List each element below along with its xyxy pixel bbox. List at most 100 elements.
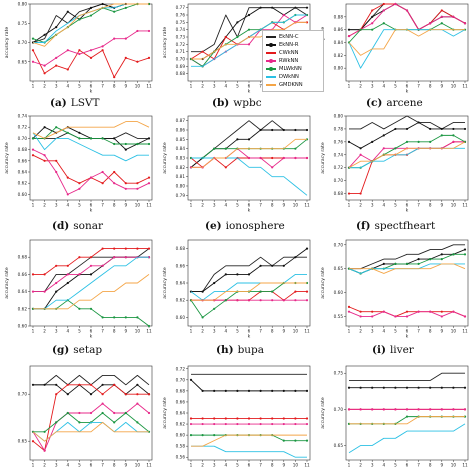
series-point-mlwknn: [124, 316, 127, 319]
series-point-mlwknn: [359, 28, 362, 31]
x-tick-label: 4: [66, 329, 69, 334]
series-point-rwknn: [259, 299, 262, 302]
series-line-gmdknn: [32, 421, 149, 442]
series-point-cwknn: [440, 9, 443, 12]
series-point-eknn-r: [224, 273, 227, 276]
series-point-rwknn: [429, 22, 432, 25]
y-tick-label: 0.62: [18, 306, 28, 311]
series-point-rwknn: [224, 422, 227, 426]
series-point-mlwknn: [147, 324, 151, 328]
x-tick-label: 6: [248, 203, 251, 208]
series-point-cwknn: [294, 417, 297, 420]
series-point-eknn-r: [31, 383, 35, 386]
x-tick-label: 10: [451, 84, 457, 89]
series-point-cwknn: [371, 310, 374, 313]
series-point-eknn-r: [294, 256, 297, 259]
series-point-eknn-r: [359, 386, 362, 389]
series-point-mlwknn: [429, 140, 432, 143]
y-axis-label: accuracy rate: [320, 397, 326, 429]
series-point-rwknn: [89, 176, 93, 179]
series-point-cwknn: [224, 417, 227, 420]
x-tick-label: 7: [101, 84, 104, 89]
series-point-rwknn: [371, 315, 374, 318]
series-line-gmdknn: [348, 141, 466, 169]
x-axis-label: k: [248, 334, 251, 340]
series-point-rwknn: [271, 422, 274, 426]
series-line-gmdknn: [33, 274, 150, 310]
series-point-mlwknn: [55, 126, 58, 129]
caption-name: setap: [73, 344, 103, 356]
series-point-eknn-r: [43, 33, 46, 36]
series-point-rwknn: [113, 411, 116, 415]
series-point-rwknn: [452, 15, 455, 18]
x-tick-label: 5: [236, 203, 239, 208]
x-tick-label: 7: [259, 84, 262, 89]
x-tick-label: 9: [440, 84, 443, 89]
x-tick-label: 11: [462, 203, 468, 208]
series-point-rwknn: [463, 408, 467, 411]
x-tick-label: 10: [135, 329, 141, 334]
series-point-eknn-r: [371, 15, 374, 18]
series-point-eknn-r: [440, 386, 443, 389]
x-tick-label: 5: [78, 203, 81, 208]
panel-spectfheart: 0.68 0.70 0.72 0.74 0.76 0.78 0.80 1 2 3 4 5 6 7 8 9 10 1…: [316, 112, 474, 214]
x-tick-label: 2: [43, 329, 46, 334]
series-point-rwknn: [382, 408, 385, 411]
series-point-cwknn: [247, 417, 251, 420]
series-point-mlwknn: [440, 258, 443, 261]
series-point-rwknn: [89, 264, 93, 267]
x-tick-label: 1: [32, 463, 35, 468]
x-tick-label: 6: [406, 463, 409, 468]
series-point-rwknn: [43, 290, 46, 293]
series-point-rwknn: [113, 256, 116, 259]
series-point-rwknn: [294, 422, 297, 426]
series-point-cwknn: [55, 64, 58, 67]
x-tick-label: 2: [43, 463, 46, 468]
series-point-eknn-r: [417, 121, 420, 124]
chart-lsvt: 0.65 0.70 0.75 0.80 1 2 3 4 5 6 7 8 9 10 11 k accuracy r…: [4, 2, 153, 95]
series-point-mlwknn: [113, 142, 116, 146]
series-point-mlwknn: [271, 290, 274, 293]
y-tick-label: 0.56: [176, 455, 186, 460]
series-point-cwknn: [294, 290, 297, 293]
series-point-cwknn: [259, 417, 262, 420]
series-point-cwknn: [347, 305, 351, 308]
series-point-eknn-r: [463, 127, 467, 131]
series-point-mlwknn: [382, 22, 385, 25]
y-tick-label: 0.68: [334, 191, 344, 196]
caption-label: (b): [212, 97, 230, 109]
series-point-eknn-r: [189, 378, 193, 381]
series-line-eknn-c: [349, 244, 465, 270]
series-point-eknn-r: [463, 248, 467, 251]
x-tick-label: 11: [146, 203, 152, 208]
series-line-cwknn: [349, 141, 465, 194]
series-point-mlwknn: [452, 253, 455, 256]
x-tick-label: 11: [462, 84, 468, 89]
series-point-eknn-r: [371, 140, 374, 143]
series-point-mlwknn: [201, 316, 204, 319]
x-tick-label: 8: [113, 84, 116, 89]
x-tick-label: 1: [190, 329, 193, 334]
series-point-eknn-r: [89, 393, 93, 396]
x-tick-label: 7: [101, 463, 104, 468]
x-tick-label: 9: [440, 329, 443, 334]
chart-liver: 0.55 0.60 0.65 0.70 1 2 3 4 5 6 7 8 9 10 11 k accuracy r…: [320, 239, 469, 340]
x-tick-label: 5: [236, 84, 239, 89]
series-line-dwknn: [348, 29, 466, 69]
series-point-rwknn: [452, 310, 455, 313]
x-axis-label: k: [406, 208, 409, 214]
series-point-rwknn: [429, 408, 432, 411]
x-tick-label: 10: [293, 463, 299, 468]
x-tick-label: 6: [90, 203, 93, 208]
series-line-rwknn: [32, 149, 150, 195]
x-tick-label: 3: [213, 329, 216, 334]
series-line-dwknn: [191, 445, 307, 458]
y-axis-label: accuracy rate: [162, 142, 168, 174]
panel-lsvt: 0.65 0.70 0.75 0.80 1 2 3 4 5 6 7 8 9 10 11 k accuracy r…: [0, 0, 158, 95]
series-point-cwknn: [101, 393, 104, 396]
series-point-rwknn: [382, 9, 385, 12]
series-point-eknn-r: [236, 21, 239, 24]
x-tick-label: 6: [406, 329, 409, 334]
x-tick-label: 2: [201, 203, 204, 208]
x-axis-label: k: [406, 334, 409, 340]
